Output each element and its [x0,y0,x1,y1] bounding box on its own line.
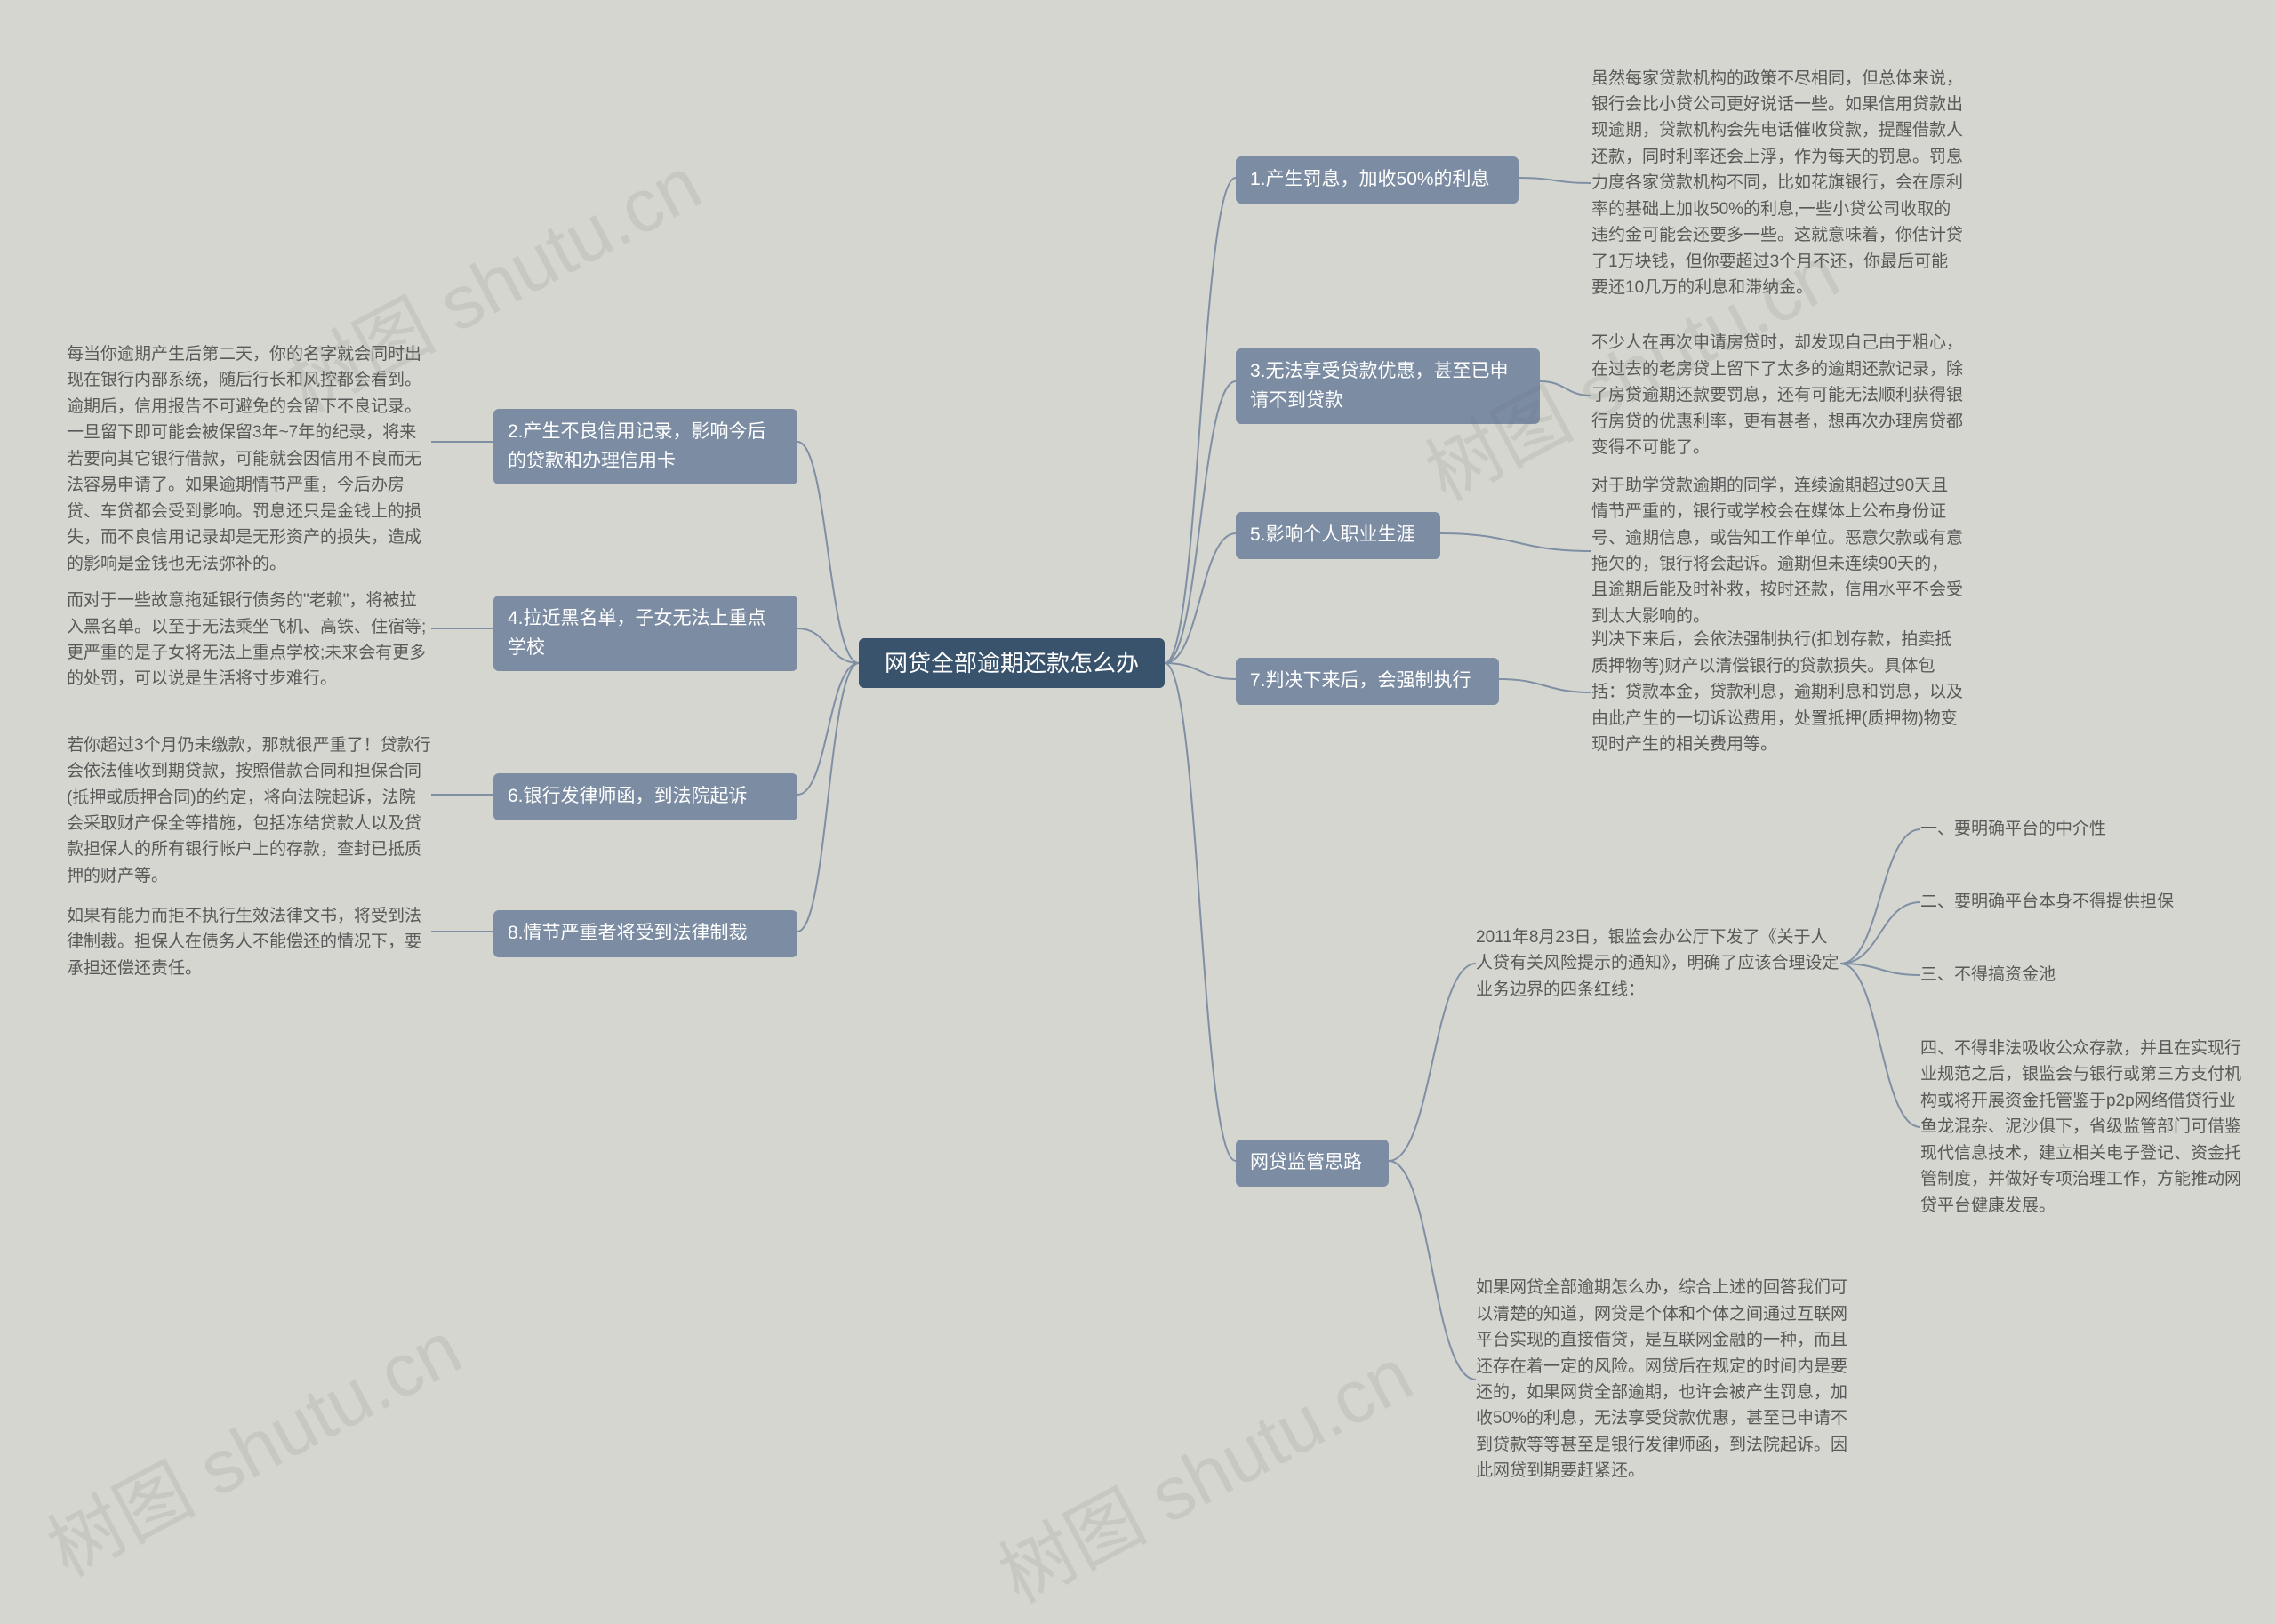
branch-L4: 4.拉近黑名单，子女无法上重点学校 [493,596,797,671]
branch-R7: 7.判决下来后，会强制执行 [1236,658,1499,705]
leaf-L6: 若你超过3个月仍未缴款，那就很严重了！贷款行会依法催收到期贷款，按照借款合同和担… [67,731,431,891]
branch-R3: 3.无法享受贷款优惠，甚至已申请不到贷款 [1236,348,1540,424]
leaf-L8: 如果有能力而拒不执行生效法律文书，将受到法律制裁。担保人在债务人不能偿还的情况下… [67,898,431,987]
watermark: 树图 shutu.cn [27,1290,477,1597]
branch-RS: 网贷监管思路 [1236,1140,1389,1187]
leaf-RS-summary: 如果网贷全部逾期怎么办，综合上述的回答我们可以清楚的知道，网贷是个体和个体之间通… [1476,1255,1849,1504]
leaf-RS-intro-0: 一、要明确平台的中介性 [1920,816,2187,843]
branch-L8: 8.情节严重者将受到法律制裁 [493,910,797,957]
leaf-R3: 不少人在再次申请房贷时，却发现自己由于粗心，在过去的老房贷上留下了太多的逾期还款… [1591,329,1965,462]
leaf-RS-intro: 2011年8月23日，银监会办公厅下发了《关于人人贷有关风险提示的通知》，明确了… [1476,919,1840,1008]
leaf-RS-intro-2: 三、不得搞资金池 [1920,962,2116,988]
branch-R1: 1.产生罚息，加收50%的利息 [1236,156,1519,204]
branch-L2: 2.产生不良信用记录，影响今后的贷款和办理信用卡 [493,409,797,484]
leaf-R5: 对于助学贷款逾期的同学，连续逾期超过90天且情节严重的，银行或学校会在媒体上公布… [1591,471,1965,631]
branch-L6: 6.银行发律师函，到法院起诉 [493,773,797,820]
leaf-RS-intro-3: 四、不得非法吸收公众存款，并且在实现行业规范之后，银监会与银行或第三方支付机构或… [1920,1029,2249,1225]
leaf-L2: 每当你逾期产生后第二天，你的名字就会同时出现在银行内部系统，随后行长和风控都会看… [67,341,431,577]
watermark: 树图 shutu.cn [978,1316,1428,1624]
leaf-R7: 判决下来后，会依法强制执行(扣划存款，拍卖抵质押物等)财产以清偿银行的贷款损失。… [1591,626,1965,759]
leaf-RS-intro-1: 二、要明确平台本身不得提供担保 [1920,889,2214,916]
leaf-L4: 而对于一些故意拖延银行债务的"老赖"，将被拉入黑名单。以至于无法乘坐飞机、高铁、… [67,578,431,702]
root-label: 网贷全部逾期还款怎么办 [885,645,1139,681]
branch-R5: 5.影响个人职业生涯 [1236,512,1440,559]
root-node: 网贷全部逾期还款怎么办 [859,638,1165,688]
leaf-R1: 虽然每家贷款机构的政策不尽相同，但总体来说，银行会比小贷公司更好说话一些。如果信… [1591,50,1965,316]
